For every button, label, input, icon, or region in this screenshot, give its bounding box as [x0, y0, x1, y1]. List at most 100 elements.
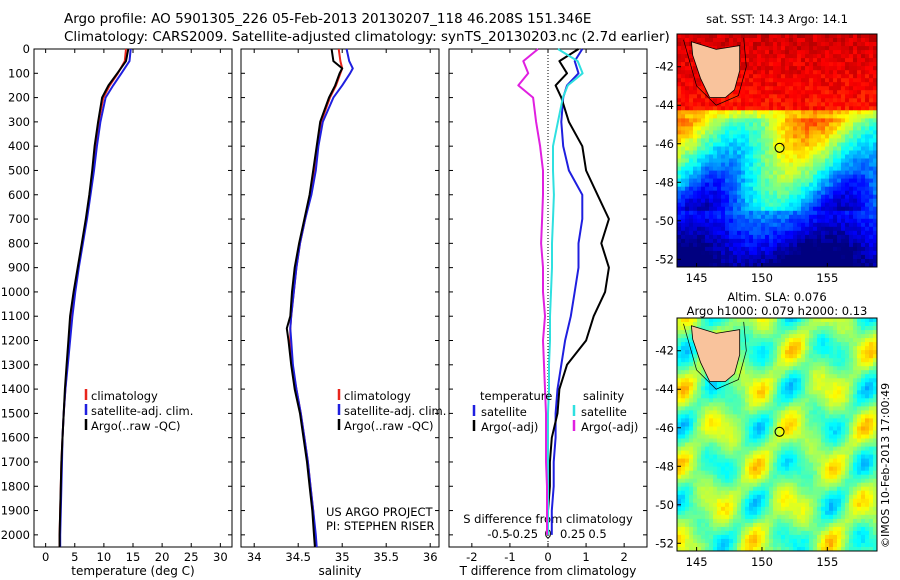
map-cell — [725, 234, 730, 240]
map-cell — [753, 34, 758, 39]
map-cell — [701, 198, 706, 204]
map-cell — [745, 350, 750, 355]
map-cell — [717, 150, 722, 155]
map-cell — [749, 230, 754, 236]
map-cell — [725, 406, 730, 411]
map-cell — [685, 66, 690, 71]
map-cell — [865, 146, 870, 151]
map-cell — [737, 222, 742, 228]
map-cell — [829, 410, 834, 415]
map-cell — [793, 442, 798, 447]
map-cell — [785, 318, 790, 323]
map-cell — [825, 318, 830, 323]
map-cell — [729, 126, 734, 131]
map-cell — [837, 454, 842, 460]
map-cell — [869, 58, 874, 63]
map-cell — [837, 74, 842, 79]
map-cell — [841, 162, 846, 168]
map-cell — [797, 414, 802, 419]
map-cell — [869, 410, 874, 415]
map-cell — [761, 174, 766, 180]
map-cell — [741, 182, 746, 188]
map-cell — [801, 442, 806, 447]
map-cell — [685, 162, 690, 168]
map-cell — [845, 254, 850, 260]
map-cell — [721, 218, 726, 224]
map-cell — [713, 206, 718, 212]
map-cell — [837, 446, 842, 452]
map-cell — [721, 382, 726, 387]
map-cell — [841, 330, 846, 335]
map-cell — [857, 186, 862, 192]
map-cell — [861, 98, 866, 103]
map-cell — [749, 74, 754, 79]
map-cell — [865, 122, 870, 127]
map-cell — [829, 226, 834, 232]
map-cell — [749, 174, 754, 180]
map-cell — [833, 58, 838, 63]
map-cell — [773, 58, 778, 63]
map-cell — [789, 446, 794, 452]
map-cell — [849, 182, 854, 188]
map-cell — [825, 374, 830, 379]
map-cell — [801, 46, 806, 51]
map-cell — [729, 94, 734, 99]
map-cell — [685, 458, 690, 464]
map-cell — [769, 322, 774, 327]
map-cell — [845, 474, 850, 480]
map-cell — [761, 58, 766, 63]
map-cell — [773, 318, 778, 323]
map-cell — [729, 418, 734, 423]
map-cell — [805, 38, 810, 43]
map-cell — [789, 366, 794, 371]
map-cell — [793, 370, 798, 375]
map-cell — [845, 130, 850, 135]
map-cell — [833, 66, 838, 71]
map-cell — [861, 122, 866, 127]
map-cell — [817, 118, 822, 123]
map-cell — [741, 246, 746, 252]
map-cell — [821, 74, 826, 79]
map-cell — [685, 242, 690, 248]
map-cell — [785, 122, 790, 127]
map-cell — [709, 478, 714, 484]
map-cell — [745, 66, 750, 71]
map-cell — [785, 326, 790, 331]
map-cell — [829, 154, 834, 159]
map-cell — [809, 190, 814, 196]
map-cell — [801, 178, 806, 184]
map-cell — [849, 450, 854, 456]
map-cell — [697, 134, 702, 139]
map-cell — [809, 98, 814, 103]
map-cell — [693, 410, 698, 415]
map-cell — [805, 158, 810, 163]
map-cell — [793, 366, 798, 371]
map-cell — [869, 338, 874, 343]
map-cell — [769, 338, 774, 343]
map-cell — [861, 146, 866, 151]
map-cell — [769, 474, 774, 480]
map-cell — [841, 470, 846, 476]
map-cell — [753, 102, 758, 107]
map-cell — [729, 106, 734, 111]
map-cell — [781, 358, 786, 363]
map-cell — [853, 458, 858, 464]
map-cell — [829, 78, 834, 83]
map-cell — [713, 446, 718, 452]
map-cell — [769, 202, 774, 208]
map-cell — [789, 242, 794, 248]
map-cell — [793, 70, 798, 75]
map-cell — [829, 246, 834, 252]
map-cell — [837, 70, 842, 75]
map-cell — [765, 218, 770, 224]
map-cell — [785, 50, 790, 55]
map-cell — [749, 94, 754, 99]
map-cell — [817, 54, 822, 59]
map-cell — [677, 334, 682, 339]
map-cell — [825, 190, 830, 196]
map-cell — [805, 470, 810, 476]
map-cell — [753, 202, 758, 208]
map-cell — [849, 94, 854, 99]
map-cell — [765, 478, 770, 484]
map-cell — [745, 462, 750, 468]
